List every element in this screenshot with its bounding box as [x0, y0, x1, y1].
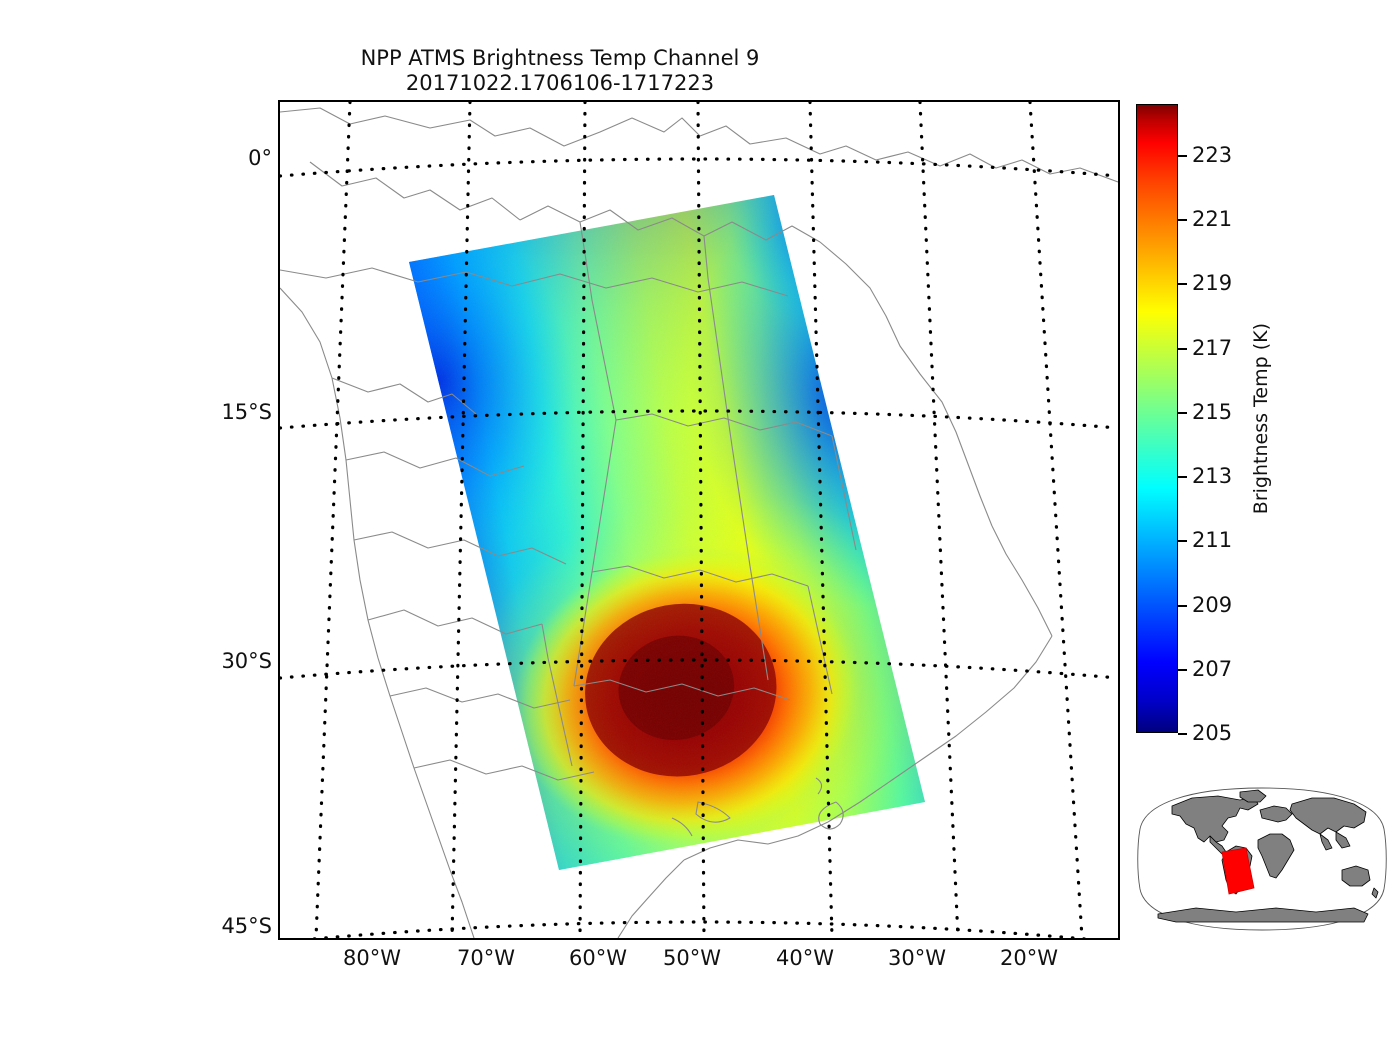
cbtick-label-207: 207 — [1192, 657, 1233, 681]
continents — [1157, 789, 1379, 923]
cbtick-label-213: 213 — [1192, 464, 1233, 488]
gridline-lon-40W — [808, 102, 834, 938]
xtick-label-20W: 20°W — [1000, 946, 1058, 970]
ytick-label-30S: 30°S — [221, 649, 272, 673]
gridline-lon-70W — [450, 102, 472, 938]
swath-footprint — [1221, 847, 1255, 895]
map-canvas — [280, 102, 1118, 938]
gridline-lon-30W — [918, 102, 960, 938]
gridline-lon-60W — [578, 102, 587, 938]
gridline-lon-80W — [314, 102, 352, 938]
world-locator-map — [1137, 787, 1387, 931]
cbtick-label-205: 205 — [1192, 721, 1233, 745]
title-line-2: 20171022.1706106-1717223 — [405, 71, 715, 95]
cbtick-label-221: 221 — [1192, 207, 1233, 231]
coastlines-and-borders — [280, 107, 1118, 938]
xtick-label-80W: 80°W — [343, 946, 401, 970]
cbtick-label-219: 219 — [1192, 271, 1233, 295]
gridline-lat-0 — [280, 157, 1118, 178]
gridline-lon-50W — [696, 102, 706, 938]
title-line-1: NPP ATMS Brightness Temp Channel 9 — [360, 46, 760, 70]
figure-title: NPP ATMS Brightness Temp Channel 9 20171… — [0, 46, 1120, 96]
xtick-label-60W: 60°W — [569, 946, 627, 970]
colorbar-axis-label: Brightness Temp (K) — [1246, 104, 1276, 733]
xtick-label-30W: 30°W — [888, 946, 946, 970]
colorbar[interactable] — [1136, 104, 1178, 733]
gridline-lat-45S — [305, 920, 1093, 938]
graticule-gridlines — [280, 102, 1118, 938]
colorbar-axis-label-text: Brightness Temp (K) — [1250, 322, 1272, 515]
cbtick-label-209: 209 — [1192, 593, 1233, 617]
gridline-lat-30S — [280, 658, 1118, 680]
ytick-label-15S: 15°S — [221, 400, 272, 424]
xtick-label-40W: 40°W — [776, 946, 834, 970]
cbtick-label-211: 211 — [1192, 528, 1233, 552]
ytick-label-45S: 45°S — [221, 914, 272, 938]
ytick-label-0: 0° — [248, 146, 272, 170]
cbtick-label-217: 217 — [1192, 336, 1233, 360]
cbtick-label-215: 215 — [1192, 400, 1233, 424]
cbtick-label-223: 223 — [1192, 143, 1233, 167]
xtick-label-50W: 50°W — [663, 946, 721, 970]
xtick-label-70W: 70°W — [457, 946, 515, 970]
map-axes[interactable] — [278, 100, 1120, 940]
gridline-lon-20W — [1028, 102, 1084, 938]
